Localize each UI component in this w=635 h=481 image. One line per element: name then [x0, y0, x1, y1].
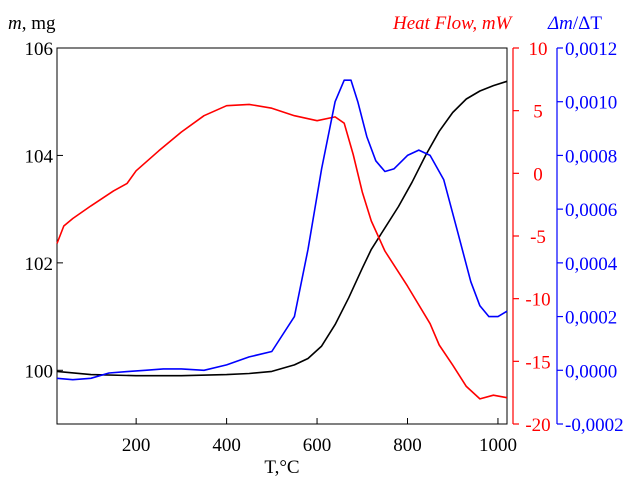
mass-tick-label: 104	[25, 146, 54, 167]
mass-tick-label: 106	[25, 39, 54, 60]
dm-dt-tick-label: 0,0006	[565, 200, 617, 221]
x-axis-title: T,°C	[264, 457, 299, 478]
heat-flow-axis-ticks: -20 -15 -10 -5 0 5 10	[513, 39, 551, 436]
mass-tick-label: 102	[25, 254, 54, 275]
dm-dt-tick-label: 0,0012	[565, 39, 617, 60]
dm-dt-tick-label: 0,0002	[565, 308, 617, 329]
series-group	[56, 79, 508, 400]
dm-dt-tick-label: 0,0000	[565, 361, 617, 382]
heat-flow-axis-title: Heat Flow, mW	[392, 13, 514, 34]
dm-dt-tick-label: 0,0004	[565, 254, 618, 275]
plot-frame	[56, 47, 508, 425]
x-axis-ticks: 200 400 600 800 1000	[122, 418, 517, 456]
dm-dt-tick-label: -0,0002	[565, 415, 624, 436]
mass-axis-ticks: 100 102 104 106	[25, 39, 63, 382]
x-tick-label: 1000	[479, 435, 517, 456]
mass-tick-label: 100	[25, 361, 54, 382]
heat-flow-tick-label: -20	[525, 415, 550, 436]
mass-curve	[56, 80, 508, 377]
dm-dt-tick-label: 0,0010	[565, 93, 617, 114]
heat-flow-tick-label: 0	[533, 164, 543, 185]
dm-dt-curve	[56, 79, 508, 381]
x-tick-label: 200	[122, 435, 151, 456]
x-tick-label: 600	[303, 435, 332, 456]
dm-dt-axis-ticks: -0,0002 0,0000 0,0002 0,0004 0,0006 0,0008 0,0…	[557, 39, 624, 436]
dm-dt-tick-label: 0,0008	[565, 146, 617, 167]
dm-dt-axis-title: Δm/ΔT	[547, 13, 602, 34]
heat-flow-tick-label: -5	[530, 227, 546, 248]
x-tick-label: 800	[393, 435, 422, 456]
heat-flow-tick-label: 10	[529, 39, 548, 60]
heat-flow-tick-label: 5	[533, 102, 543, 123]
x-tick-label: 400	[212, 435, 241, 456]
mass-axis-title: m, mg	[8, 13, 56, 34]
heat-flow-curve	[56, 103, 508, 400]
heat-flow-tick-label: -15	[525, 352, 550, 373]
heat-flow-tick-label: -10	[525, 290, 550, 311]
